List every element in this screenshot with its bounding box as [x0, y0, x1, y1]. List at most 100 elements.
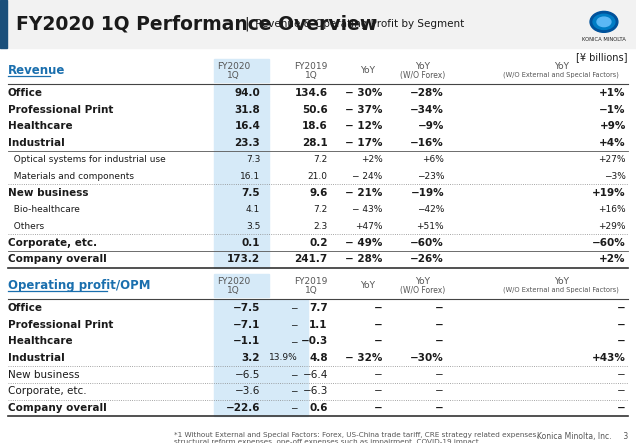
Text: Others: Others: [8, 222, 44, 230]
Text: [¥ billions]: [¥ billions]: [576, 52, 628, 62]
Text: − 28%: − 28%: [345, 254, 383, 264]
Text: 7.2: 7.2: [314, 205, 328, 214]
Text: Corporate, etc.: Corporate, etc.: [8, 386, 86, 396]
Text: +51%: +51%: [417, 222, 444, 230]
Text: −: −: [435, 336, 444, 346]
Text: Materials and components: Materials and components: [8, 171, 134, 181]
Text: −26%: −26%: [410, 254, 444, 264]
Text: Industrial: Industrial: [8, 353, 65, 363]
Text: Revenue & Operating Profit by Segment: Revenue & Operating Profit by Segment: [252, 19, 465, 29]
Text: − 49%: − 49%: [345, 237, 383, 248]
Ellipse shape: [590, 12, 618, 32]
Text: FY2019: FY2019: [294, 62, 328, 71]
Text: 31.8: 31.8: [234, 105, 260, 115]
Text: Bio-healthcare: Bio-healthcare: [8, 205, 80, 214]
Text: FY2020 1Q Performance Overview: FY2020 1Q Performance Overview: [16, 14, 377, 33]
Text: 21.0: 21.0: [308, 171, 328, 181]
Text: (W/O Forex): (W/O Forex): [399, 286, 445, 295]
Text: YoY: YoY: [554, 62, 569, 71]
Text: −23%: −23%: [417, 171, 444, 181]
Text: −16%: −16%: [410, 138, 444, 148]
Bar: [214, 350, 308, 366]
Text: Professional Print: Professional Print: [8, 105, 113, 115]
Text: 23.3: 23.3: [234, 138, 260, 148]
Text: +9%: +9%: [600, 121, 626, 131]
Text: FY2019: FY2019: [294, 277, 328, 286]
Bar: [214, 383, 308, 400]
Ellipse shape: [597, 17, 611, 27]
Text: −: −: [291, 370, 298, 379]
Text: Industrial: Industrial: [8, 138, 65, 148]
Text: +43%: +43%: [592, 353, 626, 363]
Text: −34%: −34%: [410, 105, 444, 115]
Text: 16.1: 16.1: [240, 171, 260, 181]
Text: − 24%: − 24%: [352, 171, 383, 181]
Text: 7.3: 7.3: [246, 155, 260, 164]
Text: −: −: [617, 369, 626, 380]
Bar: [214, 85, 269, 101]
Text: −60%: −60%: [592, 237, 626, 248]
Bar: [214, 201, 269, 218]
Text: +2%: +2%: [599, 254, 626, 264]
Text: Corporate, etc.: Corporate, etc.: [8, 237, 97, 248]
Bar: [214, 184, 269, 201]
Bar: [214, 251, 269, 268]
Text: KONICA MINOLTA: KONICA MINOLTA: [582, 37, 626, 42]
Bar: [214, 59, 269, 82]
Text: Optical systems for industrial use: Optical systems for industrial use: [8, 155, 166, 164]
Bar: [214, 400, 308, 416]
Text: −28%: −28%: [410, 88, 444, 98]
Text: 4.8: 4.8: [309, 353, 328, 363]
Text: New business: New business: [8, 188, 88, 198]
Text: New business: New business: [8, 369, 79, 380]
Text: +19%: +19%: [592, 188, 626, 198]
Text: YoY: YoY: [554, 277, 569, 286]
Text: Konica Minolta, Inc.     3: Konica Minolta, Inc. 3: [536, 432, 628, 441]
Text: YoY: YoY: [415, 277, 429, 286]
Text: +2%: +2%: [361, 155, 383, 164]
Text: −: −: [617, 336, 626, 346]
Text: Company overall: Company overall: [8, 403, 107, 413]
Text: −9%: −9%: [418, 121, 444, 131]
Text: |: |: [244, 16, 249, 31]
Text: − 21%: − 21%: [345, 188, 383, 198]
Text: − 12%: − 12%: [345, 121, 383, 131]
Text: −3%: −3%: [604, 171, 626, 181]
Text: 134.6: 134.6: [294, 88, 328, 98]
Text: −: −: [291, 303, 298, 312]
Text: −: −: [435, 369, 444, 380]
Text: 16.4: 16.4: [234, 121, 260, 131]
Text: 18.6: 18.6: [302, 121, 328, 131]
Text: −3.6: −3.6: [235, 386, 260, 396]
Text: 1Q: 1Q: [227, 286, 240, 295]
Text: 7.7: 7.7: [309, 303, 328, 313]
Text: (W/O External and Special Factors): (W/O External and Special Factors): [503, 287, 619, 293]
Text: −19%: −19%: [410, 188, 444, 198]
Text: +4%: +4%: [599, 138, 626, 148]
Text: − 37%: − 37%: [345, 105, 383, 115]
Text: 1Q: 1Q: [305, 70, 317, 80]
Text: −42%: −42%: [417, 205, 444, 214]
Bar: [214, 118, 269, 135]
Text: −: −: [435, 303, 444, 313]
Text: −: −: [291, 403, 298, 412]
Bar: [0, 0, 7, 47]
Text: *1 Without External and Special Factors: Forex, US-China trade tariff, CRE strat: *1 Without External and Special Factors:…: [174, 432, 538, 443]
Text: − 17%: − 17%: [345, 138, 383, 148]
Text: 0.1: 0.1: [242, 237, 260, 248]
Text: 94.0: 94.0: [234, 88, 260, 98]
Text: 3.5: 3.5: [246, 222, 260, 230]
Text: −: −: [617, 386, 626, 396]
Text: +29%: +29%: [598, 222, 626, 230]
Text: 4.1: 4.1: [246, 205, 260, 214]
Text: −: −: [435, 403, 444, 413]
Text: −: −: [374, 320, 383, 330]
Text: −1.1: −1.1: [233, 336, 260, 346]
Text: Healthcare: Healthcare: [8, 121, 72, 131]
Text: (W/O Forex): (W/O Forex): [399, 70, 445, 80]
Text: −60%: −60%: [410, 237, 444, 248]
Text: YoY: YoY: [360, 281, 375, 290]
Text: Office: Office: [8, 303, 43, 313]
Text: −: −: [374, 303, 383, 313]
Text: −7.5: −7.5: [233, 303, 260, 313]
